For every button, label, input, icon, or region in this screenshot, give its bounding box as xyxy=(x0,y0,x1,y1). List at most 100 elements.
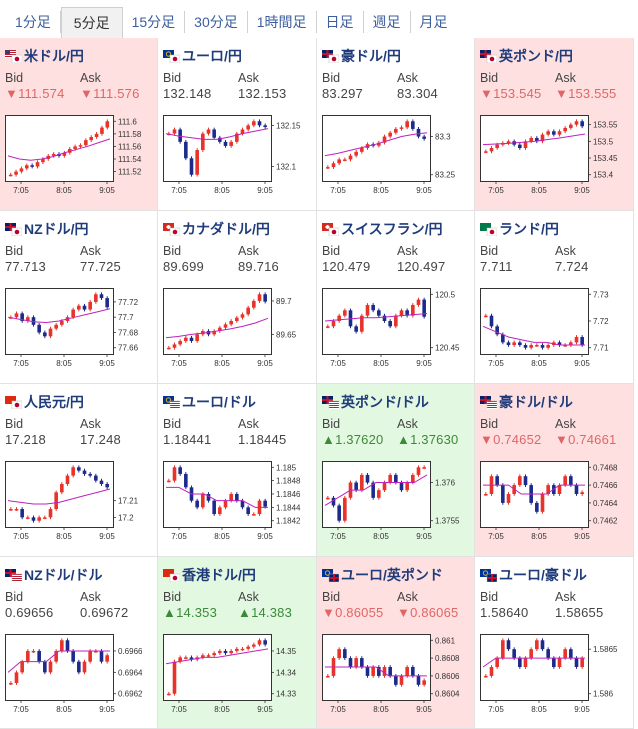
pair-title-link[interactable]: 豪ドル/円 xyxy=(322,46,401,66)
pair-title-link[interactable]: ユーロ/豪ドル xyxy=(480,565,587,585)
price-chart[interactable]: 1.5865 1.586 7:05 8:05 9:05 xyxy=(480,634,630,716)
price-chart[interactable]: 17.21 17.2 7:05 8:05 9:05 xyxy=(5,461,155,543)
candle xyxy=(405,310,409,316)
ask-value: 7.724 xyxy=(555,259,589,274)
pair-title-link[interactable]: NZドル/ドル xyxy=(5,565,103,585)
tab-6[interactable]: 週足 xyxy=(364,11,411,33)
rate-card[interactable]: 英ポンド/円 Bid Ask ▼153.545 ▼153.555 153.55 153.5 1… xyxy=(475,38,634,211)
moving-average-line xyxy=(324,132,428,157)
candle xyxy=(394,315,398,327)
pair-title-link[interactable]: ランド/円 xyxy=(480,219,559,239)
rate-card[interactable]: カナダドル/円 Bid Ask 89.699 89.716 89.7 89.65 7:05 8:… xyxy=(158,211,317,384)
candle xyxy=(223,141,228,146)
candle xyxy=(223,500,228,508)
ask-label: Ask xyxy=(397,244,418,258)
pair-title-link[interactable]: 米ドル/円 xyxy=(5,46,84,66)
tab-7[interactable]: 月足 xyxy=(419,14,448,30)
y-tick-label: 153.55 xyxy=(593,121,618,130)
price-chart[interactable]: 111.6 111.58 111.56 111.54 111.52 7:05 8:05 9:0… xyxy=(5,115,155,197)
tab-3[interactable]: 30分足 xyxy=(185,11,248,33)
candle xyxy=(535,345,539,347)
price-chart[interactable]: 89.7 89.65 7:05 8:05 9:05 xyxy=(163,288,313,370)
price-chart[interactable]: 132.15 132.1 7:05 8:05 9:05 xyxy=(163,115,313,197)
y-tick-label: 0.7464 xyxy=(593,499,618,508)
price-chart[interactable]: 153.55 153.5 153.45 153.4 7:05 8:05 9:05 xyxy=(480,115,630,197)
price-chart[interactable]: 77.72 77.7 77.68 77.66 7:05 8:05 9:05 xyxy=(5,288,155,370)
x-tick-label: 7:05 xyxy=(330,359,346,368)
candle xyxy=(263,640,267,645)
rate-card[interactable]: ユーロ/英ポンド Bid Ask ▼0.86055 ▼0.86065 0.861 0.860… xyxy=(317,557,475,729)
candle xyxy=(422,136,426,139)
moving-average-line xyxy=(324,313,428,322)
moving-average-line xyxy=(7,488,111,505)
pair-title-link[interactable]: 豪ドル/ドル xyxy=(480,392,573,412)
rate-card[interactable]: 人民元/円 Bid Ask 17.218 17.248 17.21 17.2 7:05 8:05… xyxy=(0,384,158,557)
candle xyxy=(354,658,358,667)
price-chart[interactable]: 83.3 83.25 7:05 8:05 9:05 xyxy=(322,115,472,197)
pair-title-link[interactable]: ユーロ/英ポンド xyxy=(322,565,443,585)
bid-label: Bid xyxy=(322,244,341,258)
candle xyxy=(26,317,30,321)
rate-card[interactable]: 香港ドル/円 Bid Ask ▲14.353 ▲14.383 14.35 14.34 14.3… xyxy=(158,557,317,729)
pair-title-link[interactable]: スイスフラン/円 xyxy=(322,219,442,239)
rate-card[interactable]: NZドル/ドル Bid Ask 0.69656 0.69672 0.6966 0.6964 0… xyxy=(0,557,158,729)
pair-title-link[interactable]: 英ポンド/円 xyxy=(480,46,573,66)
rate-card[interactable]: ユーロ/豪ドル Bid Ask 1.58640 1.58655 1.5865 1.586 7:… xyxy=(475,557,634,729)
ask-value: ▼0.86065 xyxy=(397,605,459,620)
candle xyxy=(563,476,567,486)
pair-title-link[interactable]: ユーロ/円 xyxy=(163,46,242,66)
candle xyxy=(394,675,398,685)
rate-card[interactable]: スイスフラン/円 Bid Ask 120.479 120.497 120.5 120.45 7… xyxy=(317,211,475,384)
candle xyxy=(223,324,228,328)
rate-card[interactable]: ユーロ/ドル Bid Ask 1.18441 1.18445 1.185 1.1848 1.1… xyxy=(158,384,317,557)
y-tick-label: 0.7462 xyxy=(593,517,618,526)
candle xyxy=(574,121,579,125)
candle xyxy=(252,514,256,516)
candle xyxy=(99,650,104,662)
rate-card[interactable]: ランド/円 Bid Ask 7.711 7.724 7.73 7.72 7.71 7:05 8:0… xyxy=(475,211,634,384)
pair-title-link[interactable]: 英ポンド/ドル xyxy=(322,392,429,412)
candle xyxy=(501,334,505,343)
y-tick-label: 83.3 xyxy=(435,133,451,142)
candle xyxy=(218,507,222,515)
tab-4[interactable]: 1時間足 xyxy=(248,11,317,33)
price-chart[interactable]: 14.35 14.34 14.33 7:05 8:05 9:05 xyxy=(163,634,313,716)
candle xyxy=(484,494,488,496)
rate-card[interactable]: ユーロ/円 Bid Ask 132.148 132.153 132.15 132.1 7:05… xyxy=(158,38,317,211)
price-chart[interactable]: 1.376 1.3755 7:05 8:05 9:05 xyxy=(322,461,472,543)
tab-1[interactable]: 5分足 xyxy=(60,7,123,39)
tab-5[interactable]: 日足 xyxy=(317,11,364,33)
candle xyxy=(411,304,415,316)
pair-title-link[interactable]: カナダドル/円 xyxy=(163,219,270,239)
candle xyxy=(212,500,216,515)
rate-card[interactable]: 米ドル/円 Bid Ask ▼111.574 ▼111.576 111.6 111.58 11… xyxy=(0,38,158,211)
rate-card[interactable]: 豪ドル/円 Bid Ask 83.297 83.304 83.3 83.25 7:05 8:05… xyxy=(317,38,475,211)
bid-value: 89.699 xyxy=(163,259,204,274)
x-tick-label: 8:05 xyxy=(373,186,389,195)
price-chart[interactable]: 1.185 1.1848 1.1846 1.1844 1.1842 7:05 8:05 9:0… xyxy=(163,461,313,543)
x-tick-label: 8:05 xyxy=(531,705,547,714)
price-chart[interactable]: 120.5 120.45 7:05 8:05 9:05 xyxy=(322,288,472,370)
pair-title-link[interactable]: ユーロ/ドル xyxy=(163,392,256,412)
bid-label: Bid xyxy=(163,590,182,604)
moving-average-line xyxy=(482,133,586,146)
price-chart[interactable]: 0.861 0.8608 0.8606 0.8604 7:05 8:05 9:05 xyxy=(322,634,472,716)
tab-2[interactable]: 15分足 xyxy=(123,11,186,33)
pair-name: ユーロ/英ポンド xyxy=(341,567,443,583)
price-chart[interactable]: 0.7468 0.7466 0.7464 0.7462 7:05 8:05 9:05 xyxy=(480,461,630,543)
candle xyxy=(388,321,392,327)
rate-card[interactable]: 豪ドル/ドル Bid Ask ▼0.74652 ▼0.74661 0.7468 0.7466… xyxy=(475,384,634,557)
pair-title-link[interactable]: 香港ドル/円 xyxy=(163,565,256,585)
price-chart[interactable]: 0.6966 0.6964 0.6962 7:05 8:05 9:05 xyxy=(5,634,155,716)
candle xyxy=(54,650,58,662)
rate-card[interactable]: 英ポンド/ドル Bid Ask ▲1.37620 ▲1.37630 1.376 1.3755… xyxy=(317,384,475,557)
tab-0[interactable]: 1分足 xyxy=(6,11,61,33)
candle xyxy=(540,640,545,650)
rate-card[interactable]: NZドル/円 Bid Ask 77.713 77.725 77.72 77.7 77.68 77… xyxy=(0,211,158,384)
candle xyxy=(405,121,409,128)
pair-title-link[interactable]: 人民元/円 xyxy=(5,392,84,412)
ask-label: Ask xyxy=(238,244,259,258)
pair-title-link[interactable]: NZドル/円 xyxy=(5,219,89,239)
price-chart[interactable]: 7.73 7.72 7.71 7:05 8:05 9:05 xyxy=(480,288,630,370)
candle xyxy=(20,509,24,518)
